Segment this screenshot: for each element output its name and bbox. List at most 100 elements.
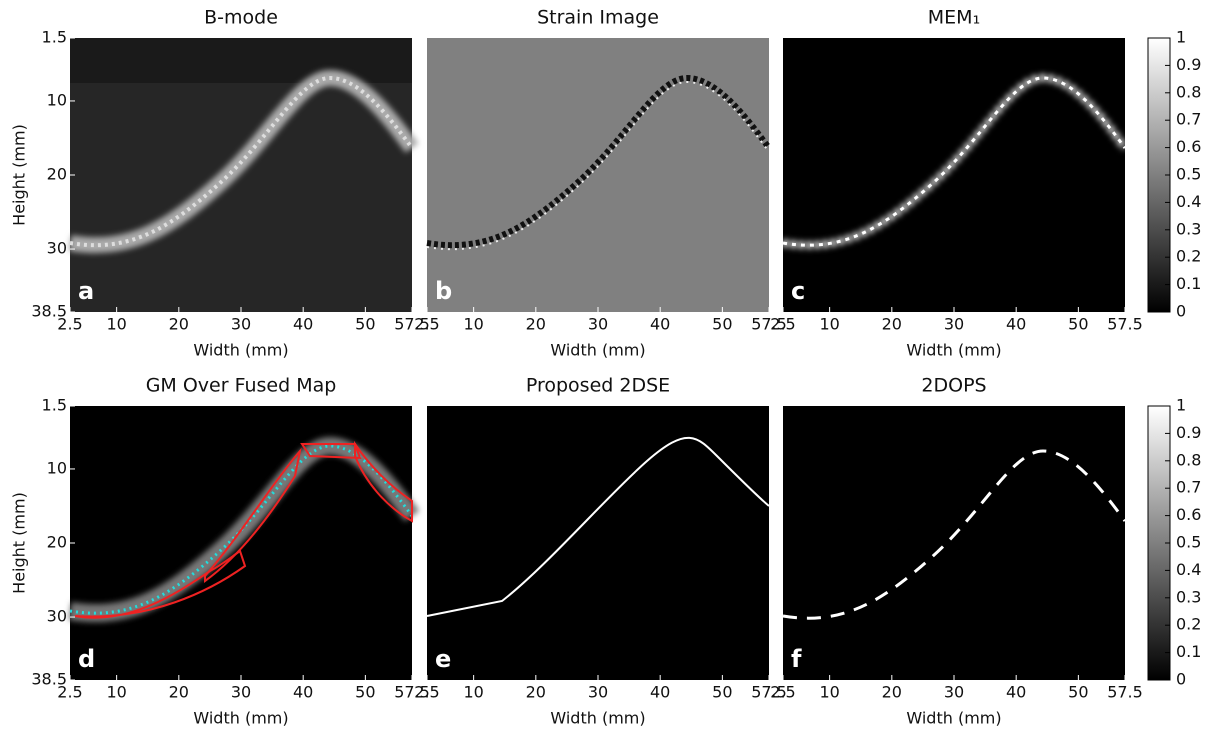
x-tick-label: 40 — [1006, 683, 1026, 702]
x-tick-label: 10 — [819, 683, 839, 702]
panel-letter: c — [791, 277, 805, 305]
x-tick-label: 50 — [712, 683, 732, 702]
image-d — [70, 406, 412, 680]
panel-title: MEM₁ — [928, 7, 980, 29]
x-tick-label: 20 — [169, 683, 189, 702]
x-tick-label: 50 — [1068, 683, 1088, 702]
y-tick-label: 30 — [47, 607, 67, 626]
x-axis-label: Width (mm) — [906, 709, 1001, 728]
image-c — [783, 38, 1125, 312]
x-tick-label: 57.5 — [394, 315, 430, 334]
y-axis-label: Height (mm) — [10, 492, 29, 594]
image-a — [70, 38, 412, 312]
colorbar-tick-label: 0.9 — [1176, 423, 1201, 442]
x-tick-label: 20 — [169, 315, 189, 334]
x-tick-label: 50 — [1068, 315, 1088, 334]
x-tick-label: 57.5 — [751, 683, 787, 702]
x-tick-label: 30 — [944, 315, 964, 334]
panel-letter: b — [435, 277, 452, 305]
image-e — [426, 406, 770, 680]
colorbar-tick-label: 0.3 — [1176, 587, 1201, 606]
y-axis-label: Height (mm) — [10, 124, 29, 226]
x-tick-label: 2.5 — [414, 683, 439, 702]
x-axis-label: Width (mm) — [193, 709, 288, 728]
y-tick-label: 10 — [47, 90, 67, 109]
x-tick-label: 2.5 — [770, 315, 795, 334]
panel-title: Proposed 2DSE — [526, 375, 670, 397]
x-tick-label: 50 — [355, 315, 375, 334]
x-tick-label: 40 — [650, 315, 670, 334]
colorbar-tick-label: 0.2 — [1176, 247, 1201, 266]
panel-title: B-mode — [204, 7, 278, 29]
x-axis-label: Width (mm) — [906, 341, 1001, 360]
panel-letter: d — [78, 645, 95, 673]
image-f — [781, 406, 1127, 680]
x-tick-label: 10 — [106, 683, 126, 702]
colorbar-tick-label: 0.7 — [1176, 478, 1201, 497]
y-tick-label: 20 — [47, 165, 67, 184]
panel-letter: a — [78, 277, 94, 305]
panel-letter: e — [435, 645, 451, 673]
colorbar-tick-label: 0.5 — [1176, 533, 1201, 552]
x-tick-label: 10 — [463, 683, 483, 702]
x-tick-label: 2.5 — [770, 683, 795, 702]
colorbar-tick-label: 0.6 — [1176, 505, 1201, 524]
x-tick-label: 57.5 — [394, 683, 430, 702]
x-tick-label: 30 — [588, 683, 608, 702]
x-tick-label: 20 — [882, 683, 902, 702]
colorbar-tick-label: 0.4 — [1176, 560, 1201, 579]
colorbar-tick-label: 0 — [1176, 302, 1186, 321]
x-tick-label: 20 — [526, 315, 546, 334]
y-tick-label: 20 — [47, 533, 67, 552]
colorbar-tick-label: 1 — [1176, 396, 1186, 415]
x-tick-label: 30 — [944, 683, 964, 702]
x-tick-label: 50 — [712, 315, 732, 334]
x-tick-label: 30 — [231, 315, 251, 334]
x-tick-label: 40 — [650, 683, 670, 702]
colorbar-tick-label: 0.1 — [1176, 274, 1201, 293]
panel-letter: f — [791, 645, 802, 673]
panel-title: GM Over Fused Map — [146, 375, 337, 397]
y-tick-label: 38.5 — [31, 670, 67, 689]
x-tick-label: 57.5 — [1107, 315, 1143, 334]
y-tick-label: 10 — [47, 458, 67, 477]
x-tick-label: 10 — [463, 315, 483, 334]
colorbar-tick-label: 0.4 — [1176, 192, 1201, 211]
colorbar-tick-label: 0.2 — [1176, 615, 1201, 634]
x-tick-label: 10 — [106, 315, 126, 334]
colorbar-tick-label: 0.1 — [1176, 642, 1201, 661]
x-tick-label: 2.5 — [414, 315, 439, 334]
x-tick-label: 20 — [882, 315, 902, 334]
x-axis-label: Width (mm) — [550, 341, 645, 360]
x-tick-label: 30 — [588, 315, 608, 334]
colorbar-tick-label: 0 — [1176, 670, 1186, 689]
x-tick-label: 40 — [293, 683, 313, 702]
colorbar-tick-label: 0.5 — [1176, 165, 1201, 184]
colorbar-tick-label: 0.7 — [1176, 110, 1201, 129]
panel-title: 2DOPS — [921, 375, 986, 397]
x-tick-label: 20 — [526, 683, 546, 702]
x-tick-label: 57.5 — [1107, 683, 1143, 702]
x-tick-label: 40 — [1006, 315, 1026, 334]
image-b — [427, 38, 769, 312]
y-tick-label: 1.5 — [42, 28, 67, 47]
y-tick-label: 38.5 — [31, 302, 67, 321]
x-tick-label: 2.5 — [57, 315, 82, 334]
x-tick-label: 2.5 — [57, 683, 82, 702]
x-axis-label: Width (mm) — [193, 341, 288, 360]
colorbar-tick-label: 0.8 — [1176, 82, 1201, 101]
y-tick-label: 30 — [47, 239, 67, 258]
x-tick-label: 40 — [293, 315, 313, 334]
x-axis-label: Width (mm) — [550, 709, 645, 728]
colorbar-tick-label: 0.8 — [1176, 450, 1201, 469]
x-tick-label: 50 — [355, 683, 375, 702]
colorbar-tick-label: 1 — [1176, 28, 1186, 47]
colorbar-tick-label: 0.9 — [1176, 55, 1201, 74]
panel-title: Strain Image — [537, 7, 659, 29]
colorbar-tick-label: 0.6 — [1176, 137, 1201, 156]
y-tick-label: 1.5 — [42, 396, 67, 415]
x-tick-label: 10 — [819, 315, 839, 334]
x-tick-label: 30 — [231, 683, 251, 702]
x-tick-label: 57.5 — [751, 315, 787, 334]
